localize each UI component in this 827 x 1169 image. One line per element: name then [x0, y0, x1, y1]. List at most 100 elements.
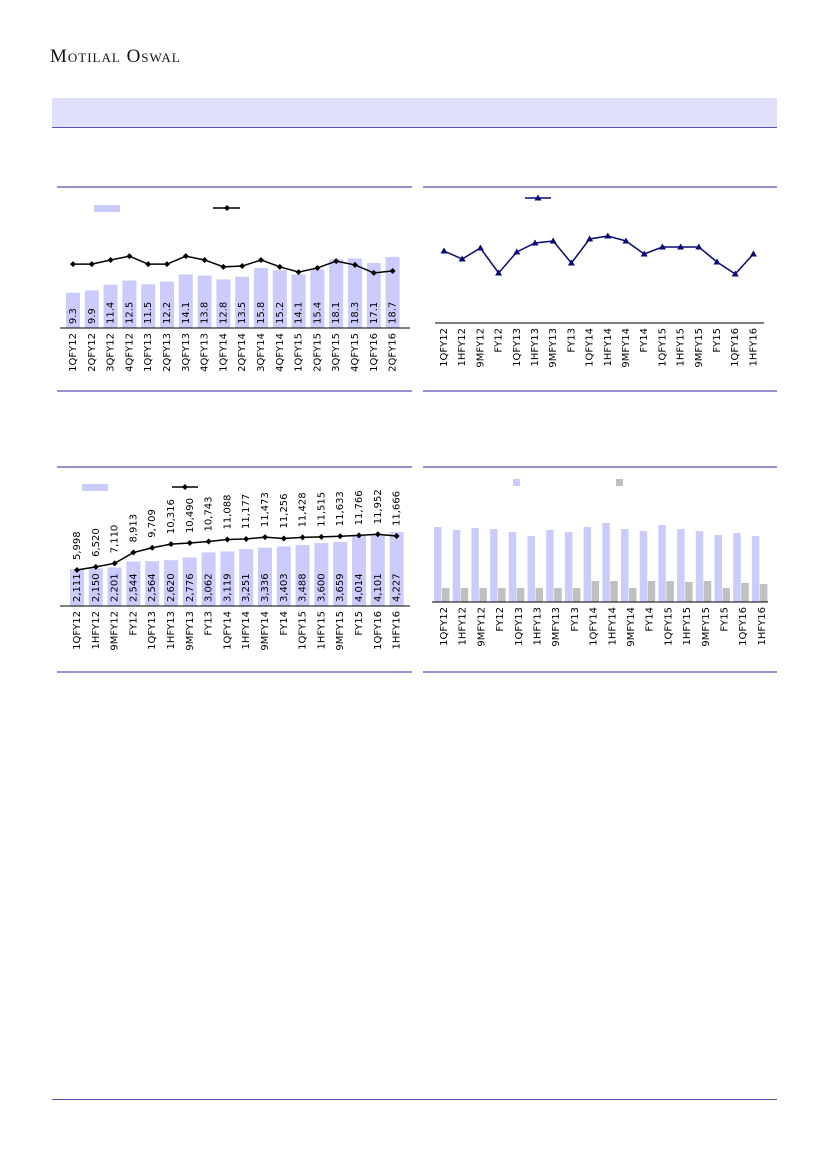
- bar: [70, 569, 84, 606]
- bar: [276, 546, 291, 606]
- x-tick-label: 9MFY12: [475, 328, 486, 368]
- footer-divider: [52, 1099, 777, 1100]
- line-point: [622, 237, 630, 244]
- brand-logo: Motilal Oswal: [50, 46, 181, 67]
- x-tick-label: 1QFY15: [657, 328, 668, 367]
- x-tick-label: 9MFY14: [621, 328, 632, 368]
- line-point: [224, 536, 231, 543]
- bar-series-1: [751, 536, 760, 602]
- line-point: [352, 261, 358, 268]
- bar: [182, 557, 197, 606]
- bar-value-label: 12.5: [124, 302, 135, 324]
- line-point: [276, 263, 283, 270]
- x-tick-label: 9MFY15: [335, 611, 346, 651]
- line-value-label: 10,490: [185, 498, 196, 533]
- x-tick-label: 1HFY13: [530, 328, 541, 366]
- bar-value-label: 3,336: [260, 573, 271, 602]
- line-point: [374, 531, 381, 538]
- bar-value-label: 2,544: [128, 573, 139, 602]
- x-tick-label: 1QFY12: [72, 611, 83, 650]
- bar-series-1: [677, 529, 685, 602]
- bar-value-label: 15.8: [256, 302, 267, 324]
- x-tick-label: 4QFY12: [124, 333, 135, 372]
- bar-value-label: 11.5: [143, 302, 154, 324]
- bar-series-1: [695, 531, 704, 602]
- x-tick-label: 1QFY16: [373, 611, 384, 650]
- line-point: [130, 549, 137, 556]
- bar: [310, 269, 325, 328]
- line-point: [604, 232, 612, 239]
- line-point: [440, 247, 448, 254]
- line-value-label: 10,743: [204, 497, 215, 532]
- section-header-band: [52, 98, 777, 128]
- bar-value-label: 9.3: [68, 308, 79, 324]
- line-value-label: 9,709: [147, 509, 158, 538]
- line-point: [201, 256, 208, 263]
- bar: [258, 547, 272, 606]
- bar-series-2: [703, 581, 712, 602]
- bar: [220, 551, 235, 606]
- x-tick-label: 1HFY14: [603, 328, 614, 366]
- bar: [254, 267, 268, 328]
- bar-value-label: 15.4: [312, 302, 323, 324]
- bar: [314, 543, 329, 606]
- bar-series-1: [527, 536, 535, 602]
- bar-series-2: [442, 588, 450, 602]
- x-tick-label: 1HFY13: [166, 611, 177, 649]
- line-point: [640, 250, 648, 257]
- bar-series-2: [572, 588, 581, 602]
- line-point: [168, 541, 174, 548]
- line-point: [356, 532, 362, 539]
- bar: [141, 284, 156, 328]
- x-tick-label: 1QFY13: [143, 333, 154, 372]
- x-tick-label: 1HFY14: [607, 607, 618, 645]
- x-tick-label: 2QFY15: [312, 333, 323, 372]
- bar-series-1: [546, 530, 554, 602]
- line-value-label: 5,998: [72, 531, 83, 560]
- x-tick-label: 1HFY13: [533, 607, 544, 645]
- x-tick-label: 4QFY13: [200, 333, 211, 372]
- line-point: [186, 540, 193, 547]
- line-value-label: 11,177: [241, 494, 252, 529]
- bar-value-label: 4,014: [354, 573, 365, 602]
- line-point: [513, 248, 521, 255]
- line-value-label: 10,316: [166, 499, 177, 534]
- line-value-label: 11,256: [279, 493, 290, 528]
- bar: [103, 284, 118, 328]
- bar-series-1: [508, 532, 517, 602]
- bar-series-2: [591, 581, 600, 602]
- bar-series-2: [741, 583, 749, 602]
- line-value-label: 11,952: [373, 489, 384, 524]
- x-tick-label: 1QFY14: [222, 611, 233, 650]
- x-tick-label: 1QFY16: [738, 607, 749, 646]
- bar-value-label: 3,600: [316, 573, 327, 602]
- bar: [201, 552, 216, 606]
- line-value-label: 6,520: [91, 528, 102, 557]
- x-tick-label: FY15: [720, 607, 731, 632]
- x-tick-label: 9MFY14: [260, 611, 271, 651]
- x-tick-label: FY15: [712, 328, 723, 353]
- x-tick-label: 9MFY14: [626, 607, 637, 647]
- bar-series-2: [498, 588, 506, 602]
- bar: [197, 275, 212, 328]
- x-tick-label: 4QFY14: [275, 333, 286, 372]
- bar-value-label: 2,564: [147, 573, 158, 602]
- bar-series-1: [714, 535, 722, 602]
- line-point: [280, 535, 287, 542]
- x-tick-label: FY13: [566, 328, 577, 353]
- x-tick-label: FY14: [645, 607, 656, 632]
- x-tick-label: FY13: [570, 607, 581, 632]
- x-tick-label: 1QFY16: [730, 328, 741, 367]
- x-tick-label: 1QFY15: [298, 611, 309, 650]
- line-point: [731, 270, 739, 277]
- line-point: [299, 534, 306, 541]
- bar-series-2: [460, 588, 469, 602]
- x-tick-label: FY13: [204, 611, 215, 636]
- line-value-label: 8,913: [128, 514, 139, 543]
- x-tick-label: 3QFY13: [181, 333, 192, 372]
- x-tick-label: 4QFY15: [350, 333, 361, 372]
- bar-series-1: [471, 528, 479, 602]
- line-point: [567, 259, 575, 266]
- line-point: [107, 256, 114, 263]
- x-tick-label: 1QFY12: [68, 333, 79, 372]
